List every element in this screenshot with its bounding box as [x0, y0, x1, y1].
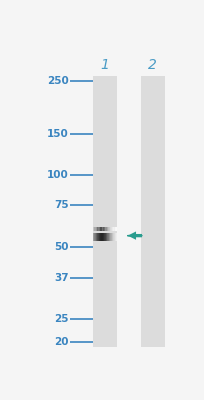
Bar — [113, 233, 114, 242]
Bar — [109, 233, 110, 242]
Bar — [99, 227, 100, 231]
Bar — [99, 227, 100, 231]
Bar — [108, 227, 109, 231]
Bar — [115, 227, 116, 231]
Bar — [110, 227, 111, 231]
Text: 1: 1 — [100, 58, 109, 72]
Bar — [98, 233, 99, 242]
Bar — [94, 227, 95, 231]
Bar — [102, 233, 103, 242]
Bar — [106, 227, 107, 231]
Bar — [107, 233, 108, 242]
Bar — [112, 227, 113, 231]
Bar — [140, 76, 164, 347]
Bar — [103, 233, 104, 242]
Bar — [102, 227, 103, 231]
Bar — [93, 227, 94, 231]
Text: 150: 150 — [47, 129, 68, 139]
Text: 25: 25 — [54, 314, 68, 324]
Bar — [108, 233, 109, 242]
Bar — [105, 233, 106, 242]
Bar — [95, 227, 96, 231]
Bar — [113, 227, 114, 231]
Bar — [97, 233, 98, 242]
Bar — [106, 227, 107, 231]
Bar — [101, 227, 102, 231]
Bar — [94, 233, 95, 242]
Text: 100: 100 — [47, 170, 68, 180]
Bar — [111, 227, 112, 231]
Bar — [106, 233, 107, 242]
Bar — [116, 227, 117, 231]
Bar — [97, 227, 98, 231]
Text: 37: 37 — [54, 273, 68, 283]
Bar — [103, 227, 104, 231]
Bar — [109, 233, 110, 242]
Bar — [101, 233, 102, 242]
Bar — [103, 233, 104, 242]
Bar — [93, 76, 116, 347]
Text: 50: 50 — [54, 242, 68, 252]
Bar — [100, 227, 101, 231]
Bar — [107, 227, 108, 231]
Bar — [104, 233, 105, 242]
Bar — [94, 227, 95, 231]
Text: 2: 2 — [147, 58, 156, 72]
Bar — [93, 233, 94, 242]
Bar — [99, 233, 100, 242]
Bar — [113, 227, 114, 231]
Bar — [113, 233, 114, 242]
Bar — [100, 233, 101, 242]
Bar — [111, 233, 112, 242]
Bar — [112, 233, 113, 242]
Bar — [114, 233, 115, 242]
Bar — [106, 233, 107, 242]
Bar — [96, 233, 97, 242]
Text: 20: 20 — [54, 336, 68, 346]
Bar — [96, 227, 97, 231]
Bar — [114, 227, 115, 231]
Bar — [94, 233, 95, 242]
Bar — [115, 233, 116, 242]
Bar — [100, 227, 101, 231]
Bar — [95, 233, 96, 242]
Bar — [112, 227, 113, 231]
Bar — [100, 233, 101, 242]
Bar — [116, 233, 117, 242]
Bar — [112, 233, 113, 242]
Bar — [98, 227, 99, 231]
Text: 250: 250 — [47, 76, 68, 86]
Bar — [110, 233, 111, 242]
Text: 75: 75 — [54, 200, 68, 210]
Bar — [104, 227, 105, 231]
Bar — [99, 233, 100, 242]
Bar — [103, 227, 104, 231]
Bar — [93, 233, 94, 242]
Bar — [109, 227, 110, 231]
Bar — [109, 227, 110, 231]
Bar — [93, 227, 94, 231]
Bar — [105, 227, 106, 231]
